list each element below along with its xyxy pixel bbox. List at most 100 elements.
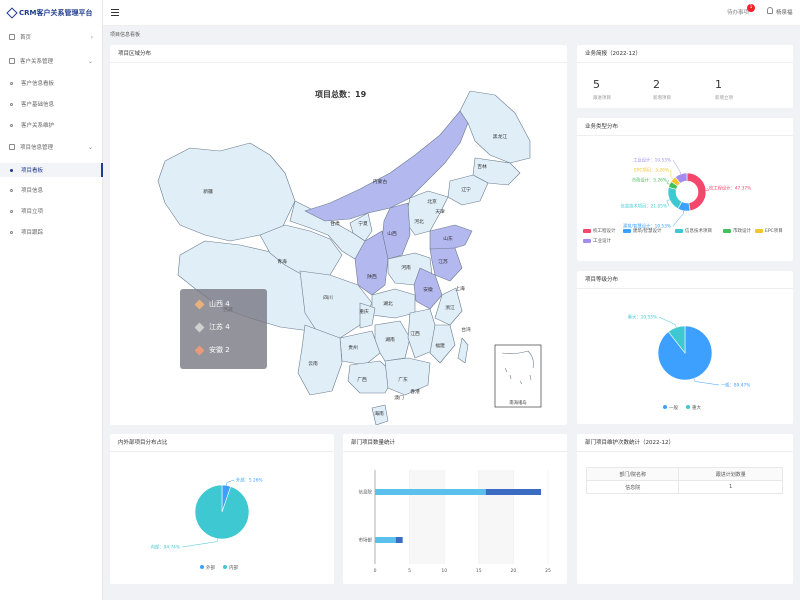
legend-item[interactable]: 外部 <box>200 565 215 571</box>
pie-data-label: 市政设计：5.26% <box>632 177 667 184</box>
map-card-title: 项目区域分布 <box>110 45 567 63</box>
todo-badge: 1 <box>747 4 755 12</box>
sidebar-subitem[interactable]: 客户关系维护 <box>0 118 103 132</box>
province-label: 湖北 <box>383 300 393 307</box>
app-logo[interactable]: CRM客户关系管理平台 <box>0 0 102 26</box>
pie-data-label: 重大：10.53% <box>628 314 657 321</box>
inner-outer-chart: 外部：5.26% 内部：94.74% <box>151 477 263 551</box>
pie-slice[interactable] <box>674 172 688 184</box>
sidebar-subitem[interactable]: 项目立项 <box>0 204 103 218</box>
legend-label: 外部 <box>206 566 215 571</box>
bar[interactable] <box>395 537 403 543</box>
pie-data-label: 建筑/智慧设计：10.53% <box>623 223 671 230</box>
sidebar-group[interactable]: 首页 › <box>0 30 103 44</box>
province-label: 香港 <box>410 388 420 395</box>
legend-item[interactable]: 内部 <box>223 565 238 571</box>
pie-leader-line <box>666 179 670 185</box>
sidebar-subitem[interactable]: 项目看板 <box>0 163 103 177</box>
province-label: 黑龙江 <box>493 133 508 140</box>
legend-item[interactable]: 重大 <box>686 405 701 411</box>
map-region-heilongjiang <box>459 90 531 164</box>
diamond-icon <box>194 299 205 309</box>
pie-data-label: 外部：5.26% <box>236 477 263 484</box>
legend-item[interactable]: EPC项目 <box>755 228 783 234</box>
pie-slice[interactable] <box>194 484 250 540</box>
business-brief-title: 业务简报（2022-12） <box>577 45 793 63</box>
map-region-neimenggu <box>304 110 469 222</box>
app-title: CRM客户关系管理平台 <box>19 9 93 17</box>
bar[interactable] <box>485 489 542 495</box>
x-tick-label: 10 <box>441 568 447 574</box>
grade-card: 项目等级分布 一般：89.47% 重大：10.53% 一般 重大 <box>577 271 793 424</box>
province-label: 贵州 <box>348 344 358 351</box>
legend-label: 校工程设计 <box>593 229 616 234</box>
menu-icon <box>9 144 15 150</box>
legend-swatch <box>675 229 683 233</box>
menu-icon <box>9 58 15 64</box>
legend-item[interactable]: 工业设计 <box>583 238 611 244</box>
pie-leader-line <box>181 538 218 548</box>
legend-dot-icon <box>663 405 667 409</box>
province-label: 澳门 <box>394 394 404 401</box>
sidebar-subitem[interactable]: 项目信息 <box>0 183 103 197</box>
province-label: 湖南 <box>385 336 395 343</box>
dept-maint-table: 部门/院名称 跟进计划数量 信息院 1 <box>585 467 783 494</box>
legend-swatch <box>583 229 591 233</box>
pie-leader-line <box>672 159 682 175</box>
pie-slice[interactable] <box>686 172 707 212</box>
dept-count-card: 部门项目数量统计 0 5 10 15 20 25 信息院 市场部 <box>343 434 567 584</box>
province-label: 台湾 <box>461 326 471 333</box>
sidebar-group[interactable]: 客户关系管理 ⌄ <box>0 54 103 68</box>
inset-label: 南海诸岛 <box>509 399 526 406</box>
pie-leader-line <box>670 169 674 180</box>
legend-item[interactable]: 市政设计 <box>723 228 751 234</box>
sidebar-item-label: 项目看板 <box>21 168 44 174</box>
pie-leader-line <box>705 187 710 191</box>
business-type-title: 业务类型分布 <box>577 118 793 136</box>
sidebar-item-label: 项目跟踪 <box>21 230 44 236</box>
grade-title: 项目等级分布 <box>577 271 793 289</box>
bullet-icon <box>10 230 13 234</box>
legend-item[interactable]: 信息技术项目 <box>675 228 712 234</box>
grade-legend: 一般 重大 <box>663 405 701 411</box>
bar[interactable] <box>375 489 486 495</box>
y-category-label: 市场部 <box>359 537 373 544</box>
bullet-icon <box>10 81 13 85</box>
map-region-guangdong <box>384 357 431 396</box>
sidebar-item-label: 项目信息 <box>21 188 44 194</box>
sidebar-subitem[interactable]: 项目跟踪 <box>0 225 103 239</box>
menu-toggle-icon[interactable] <box>111 9 119 16</box>
legend-label: 市政设计 <box>733 229 751 234</box>
legend-label: 工业设计 <box>593 239 611 244</box>
province-label: 海南 <box>374 410 384 417</box>
grid-band <box>478 470 514 564</box>
map-region-shanxi <box>381 202 411 260</box>
legend-item[interactable]: 一般 <box>663 405 678 411</box>
map-region-qinghai <box>259 224 343 279</box>
user-name[interactable]: 杨泉福 <box>776 10 793 16</box>
map-region-yunnan <box>297 324 343 396</box>
map-region-taiwan <box>457 337 469 364</box>
province-label: 天津 <box>435 208 445 215</box>
user-icon[interactable] <box>767 7 773 14</box>
sidebar-group[interactable]: 项目信息管理 ⌄ <box>0 140 103 154</box>
pie-slice[interactable] <box>667 186 683 210</box>
pie-data-label: 校工程设计：47.37% <box>709 185 751 192</box>
map-card: 项目区域分布 项目总数：19 <box>110 45 567 425</box>
legend-item[interactable]: 校工程设计 <box>583 228 616 234</box>
bullet-icon <box>10 168 13 172</box>
x-tick-label: 5 <box>408 568 411 574</box>
business-type-card: 业务类型分布 校工程设计：47.37% 建筑/智慧设计：10.53% 信息技术项目：… <box>577 118 793 261</box>
legend-swatch <box>623 229 631 233</box>
sidebar-subitem[interactable]: 客户基础信息 <box>0 97 103 111</box>
table-header: 部门/院名称 <box>585 467 680 481</box>
todo-link[interactable]: 待办事项 <box>727 10 750 16</box>
sidebar-subitem[interactable]: 客户信息看板 <box>0 76 103 90</box>
dept-maint-title: 部门项目维护次数统计（2022-12） <box>577 434 793 452</box>
map-region-guangxi <box>347 360 396 394</box>
bar[interactable] <box>375 537 396 543</box>
legend-item[interactable]: 建筑/智慧设计 <box>623 228 662 234</box>
pie-slice[interactable] <box>667 325 686 354</box>
sidebar-item-label: 客户关系维护 <box>21 123 55 129</box>
pie-data-label: 信息技术项目：21.05% <box>621 203 667 210</box>
